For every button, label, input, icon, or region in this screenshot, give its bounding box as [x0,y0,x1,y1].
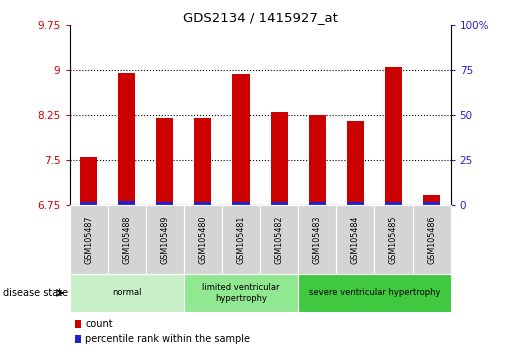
Bar [347,202,364,205]
Text: normal: normal [112,289,142,297]
Bar [423,202,440,205]
Bar [385,67,402,205]
Bar [156,118,174,205]
Text: GSM105481: GSM105481 [236,216,246,264]
Bar [118,201,135,205]
Text: GSM105483: GSM105483 [313,216,322,264]
Bar [156,202,174,205]
Bar [232,202,250,205]
Bar [80,202,97,205]
Bar [308,202,326,205]
Bar [270,112,288,205]
Text: severe ventricular hypertrophy: severe ventricular hypertrophy [308,289,440,297]
Bar [270,202,288,205]
Text: GSM105488: GSM105488 [122,216,131,264]
Title: GDS2134 / 1415927_at: GDS2134 / 1415927_at [183,11,337,24]
Text: GSM105486: GSM105486 [427,216,436,264]
Bar [80,157,97,205]
Text: disease state: disease state [3,288,67,298]
Text: GSM105480: GSM105480 [198,216,208,264]
Text: limited ventricular
hypertrophy: limited ventricular hypertrophy [202,283,280,303]
Text: GSM105487: GSM105487 [84,216,93,264]
Bar [194,118,212,205]
Bar [118,73,135,205]
Bar [347,121,364,205]
Bar [194,202,212,205]
Bar [308,115,326,205]
Text: GSM105482: GSM105482 [274,216,284,264]
Bar [232,74,250,205]
Text: GSM105489: GSM105489 [160,216,169,264]
Text: percentile rank within the sample: percentile rank within the sample [85,334,250,344]
Text: count: count [85,319,113,329]
Text: GSM105484: GSM105484 [351,216,360,264]
Bar [423,195,440,205]
Text: GSM105485: GSM105485 [389,216,398,264]
Bar [385,202,402,205]
